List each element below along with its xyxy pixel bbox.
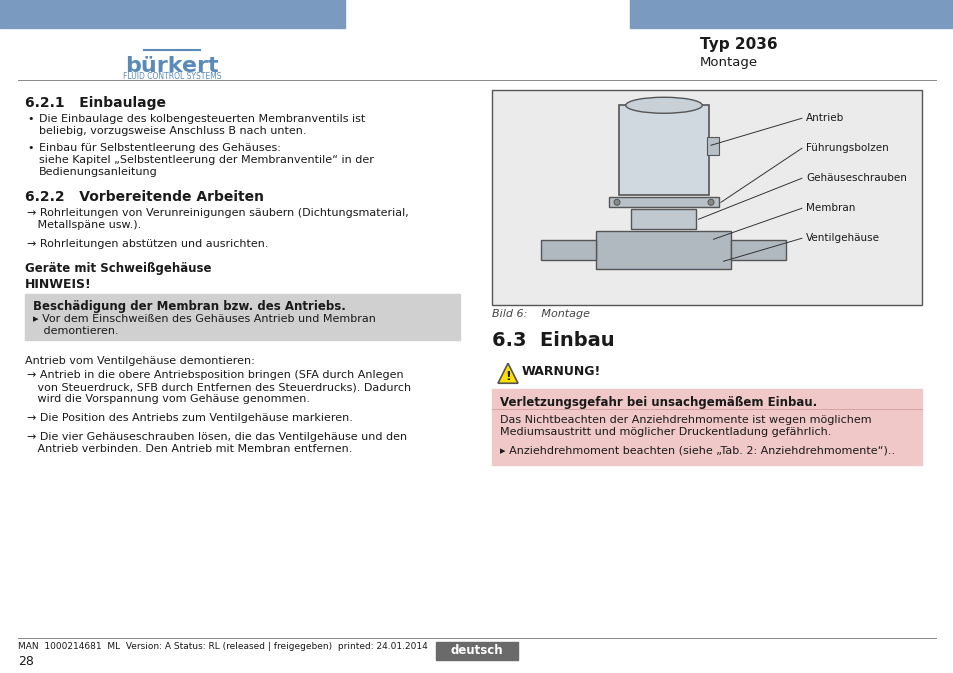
Bar <box>608 197 719 207</box>
Text: Metallspäne usw.).: Metallspäne usw.). <box>27 220 141 230</box>
Text: Verletzungsgefahr bei unsachgemäßem Einbau.: Verletzungsgefahr bei unsachgemäßem Einb… <box>499 396 817 409</box>
Text: Geräte mit Schweißgehäuse: Geräte mit Schweißgehäuse <box>25 262 212 275</box>
Text: HINWEIS!: HINWEIS! <box>25 278 91 291</box>
Circle shape <box>707 199 713 205</box>
Text: → Rohrleitungen abstützen und ausrichten.: → Rohrleitungen abstützen und ausrichten… <box>27 240 268 249</box>
Text: → Die Position des Antriebs zum Ventilgehäuse markieren.: → Die Position des Antriebs zum Ventilge… <box>27 413 353 423</box>
Text: Antrieb: Antrieb <box>805 113 843 123</box>
Text: Bedienungsanleitung: Bedienungsanleitung <box>39 168 157 177</box>
Text: ▸ Anziehdrehmoment beachten (siehe „Tab. 2: Anziehdrehmomente“)..: ▸ Anziehdrehmoment beachten (siehe „Tab.… <box>499 446 894 455</box>
Text: Führungsbolzen: Führungsbolzen <box>805 143 887 153</box>
Bar <box>618 105 708 195</box>
Bar <box>731 240 785 260</box>
Text: 28: 28 <box>18 655 34 668</box>
Text: Ventilgehäuse: Ventilgehäuse <box>805 234 879 243</box>
Text: ▸ Vor dem Einschweißen des Gehäuses Antrieb und Membran: ▸ Vor dem Einschweißen des Gehäuses Antr… <box>33 314 375 324</box>
Text: wird die Vorspannung vom Gehäuse genommen.: wird die Vorspannung vom Gehäuse genomme… <box>27 394 310 404</box>
Bar <box>0 0 345 28</box>
Bar <box>631 209 696 229</box>
Text: Die Einbaulage des kolbengesteuerten Membranventils ist: Die Einbaulage des kolbengesteuerten Mem… <box>39 114 365 125</box>
Text: Einbau für Selbstentleerung des Gehäuses:: Einbau für Selbstentleerung des Gehäuses… <box>39 143 280 153</box>
Ellipse shape <box>625 98 701 113</box>
Text: 6.3  Einbau: 6.3 Einbau <box>492 331 614 350</box>
Text: Antrieb verbinden. Den Antrieb mit Membran entfernen.: Antrieb verbinden. Den Antrieb mit Membr… <box>27 444 352 454</box>
Polygon shape <box>497 363 517 383</box>
Text: Mediumsaustritt und möglicher Druckentladung gefährlich.: Mediumsaustritt und möglicher Druckentla… <box>499 427 830 437</box>
Text: Bild 6:    Montage: Bild 6: Montage <box>492 310 589 319</box>
Text: •: • <box>27 143 33 153</box>
Text: Antrieb vom Ventilgehäuse demontieren:: Antrieb vom Ventilgehäuse demontieren: <box>25 356 254 366</box>
Text: FLUID CONTROL SYSTEMS: FLUID CONTROL SYSTEMS <box>123 72 221 81</box>
Text: → Rohrleitungen von Verunreinigungen säubern (Dichtungsmaterial,: → Rohrleitungen von Verunreinigungen säu… <box>27 208 408 218</box>
Text: Montage: Montage <box>700 56 758 69</box>
Text: Das Nichtbeachten der Anziehdrehmomente ist wegen möglichem: Das Nichtbeachten der Anziehdrehmomente … <box>499 415 871 425</box>
Bar <box>492 389 921 465</box>
Text: Membran: Membran <box>805 203 855 213</box>
Text: 6.2.2   Vorbereitende Arbeiten: 6.2.2 Vorbereitende Arbeiten <box>25 190 264 205</box>
Bar <box>629 0 953 28</box>
Text: beliebig, vorzugsweise Anschluss B nach unten.: beliebig, vorzugsweise Anschluss B nach … <box>39 127 306 136</box>
Text: WARNUNG!: WARNUNG! <box>521 365 600 378</box>
Text: MAN  1000214681  ML  Version: A Status: RL (released | freigegeben)  printed: 24: MAN 1000214681 ML Version: A Status: RL … <box>18 642 427 651</box>
Bar <box>706 137 719 155</box>
Text: deutsch: deutsch <box>450 645 503 658</box>
Text: demontieren.: demontieren. <box>33 326 118 336</box>
Bar <box>492 90 921 306</box>
Bar <box>436 642 517 660</box>
Text: siehe Kapitel „Selbstentleerung der Membranventile“ in der: siehe Kapitel „Selbstentleerung der Memb… <box>39 155 374 166</box>
Text: •: • <box>27 114 33 125</box>
Text: !: ! <box>504 369 511 383</box>
Bar <box>25 294 459 341</box>
Text: → Antrieb in die obere Antriebsposition bringen (SFA durch Anlegen: → Antrieb in die obere Antriebsposition … <box>27 370 403 380</box>
Circle shape <box>614 199 619 205</box>
Bar <box>596 232 731 269</box>
Text: Beschädigung der Membran bzw. des Antriebs.: Beschädigung der Membran bzw. des Antrie… <box>33 300 346 313</box>
Text: bürkert: bürkert <box>125 57 218 76</box>
Text: → Die vier Gehäuseschrauben lösen, die das Ventilgehäuse und den: → Die vier Gehäuseschrauben lösen, die d… <box>27 432 407 442</box>
Text: Gehäuseschrauben: Gehäuseschrauben <box>805 173 905 183</box>
Text: 6.2.1   Einbaulage: 6.2.1 Einbaulage <box>25 96 166 110</box>
Text: von Steuerdruck, SFB durch Entfernen des Steuerdrucks). Dadurch: von Steuerdruck, SFB durch Entfernen des… <box>27 382 411 392</box>
Text: Typ 2036: Typ 2036 <box>700 37 777 52</box>
Bar <box>541 240 596 260</box>
